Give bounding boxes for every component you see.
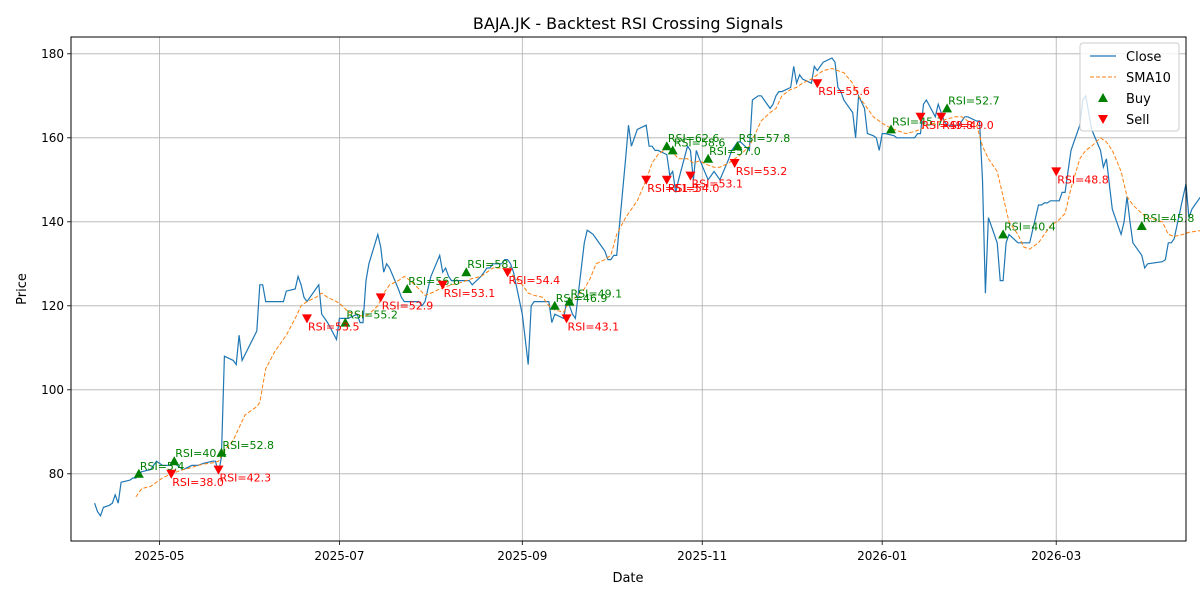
sell-marker — [685, 171, 696, 181]
x-tick-label: 2025-09 — [497, 549, 547, 563]
sell-marker — [661, 175, 672, 185]
legend-swatch-sell — [1098, 115, 1108, 124]
buy-label: RSI=45.7 — [892, 115, 944, 128]
buy-marker — [998, 229, 1009, 239]
sell-label: RSI=42.3 — [219, 472, 271, 485]
sell-marker — [915, 112, 926, 122]
buy-label: RSI=62.6 — [668, 132, 720, 145]
sell-label: RSI=51.5 — [647, 182, 699, 195]
sell-label: RSI=43.1 — [568, 320, 620, 333]
sell-marker — [936, 112, 947, 122]
buy-label: RSI=45.8 — [1143, 212, 1195, 225]
sell-label: RSI=53.5 — [308, 320, 360, 333]
sell-label: RSI=53.2 — [736, 165, 788, 178]
x-tick-label: 2025-07 — [314, 549, 364, 563]
x-tick-label: 2026-03 — [1031, 549, 1081, 563]
sell-label: RSI=55.6 — [818, 85, 870, 98]
buy-label: RSI=49.1 — [571, 288, 623, 301]
legend-label: Buy — [1126, 92, 1151, 107]
legend: Close SMA10 Buy Sell — [1079, 42, 1180, 132]
sell-marker — [1051, 167, 1062, 177]
sell-label: RSI=52.9 — [382, 299, 434, 312]
sell-marker — [375, 293, 386, 303]
sell-marker — [213, 465, 224, 475]
legend-swatch-buy — [1098, 93, 1108, 102]
buy-label: RSI=57.8 — [739, 132, 791, 145]
sell-label: RSI=48.8 — [1057, 173, 1109, 186]
sell-marker — [301, 314, 312, 324]
plot-area: RSI=5.4RSI=40.4RSI=52.8RSI=55.2RSI=56.6R… — [94, 57, 1200, 518]
buy-label: RSI=52.7 — [948, 94, 1000, 107]
x-tick-label: 2026-01 — [857, 549, 907, 563]
buy-label: RSI=58.6 — [674, 136, 726, 149]
buy-label: RSI=52.8 — [222, 439, 274, 452]
sell-label: RSI=49.8 — [922, 119, 974, 132]
buy-label: RSI=57.0 — [709, 145, 761, 158]
x-tick-label: 2025-11 — [677, 549, 727, 563]
sell-label: RSI=54.0 — [668, 182, 720, 195]
sell-label: RSI=54.4 — [509, 274, 561, 287]
sell-label: RSI=53.1 — [444, 287, 496, 300]
buy-marker — [703, 153, 714, 163]
buy-marker — [340, 317, 351, 327]
buy-marker — [169, 456, 180, 466]
buy-marker — [461, 267, 472, 277]
buy-marker — [133, 468, 144, 478]
x-axis: 2025-05 2025-07 2025-09 2025-11 2026-01 2026-… — [134, 541, 1081, 563]
y-tick-label: 80 — [49, 467, 64, 481]
buy-marker — [549, 300, 560, 310]
sell-marker — [812, 79, 823, 89]
buy-marker — [402, 284, 413, 293]
buy-label: RSI=40.4 — [175, 447, 227, 460]
y-tick-label: 100 — [41, 383, 64, 397]
y-axis-label: Price — [15, 273, 30, 305]
buy-marker — [216, 447, 227, 457]
buy-marker — [732, 141, 743, 151]
sell-marker — [641, 175, 652, 185]
grid — [71, 37, 1186, 541]
buy-label: RSI=56.6 — [408, 275, 460, 288]
x-tick-label: 2025-05 — [134, 549, 184, 563]
y-tick-label: 140 — [41, 215, 64, 229]
y-axis: 80 100 120 140 160 180 — [41, 47, 71, 481]
sell-label: RSI=53.1 — [691, 178, 743, 191]
buy-marker — [1136, 221, 1147, 230]
y-tick-label: 180 — [41, 47, 64, 61]
series-line-close — [94, 57, 1200, 518]
buy-label: RSI=58.1 — [467, 258, 519, 271]
buy-marker — [661, 141, 672, 151]
y-tick-label: 120 — [41, 299, 64, 313]
plot-frame — [70, 36, 1187, 542]
legend-label: SMA10 — [1126, 71, 1171, 86]
buy-marker — [667, 145, 678, 155]
chart-title: BAJA.JK - Backtest RSI Crossing Signals — [473, 14, 783, 33]
sell-label: RSI=38.0 — [172, 476, 224, 489]
legend-box — [1079, 42, 1180, 132]
buy-label: RSI=55.2 — [346, 309, 398, 322]
sell-marker — [437, 280, 448, 290]
sell-marker — [502, 268, 513, 278]
sell-marker — [166, 469, 177, 479]
legend-label: Close — [1126, 50, 1161, 65]
sell-marker — [729, 159, 740, 168]
legend-label: Sell — [1126, 113, 1149, 128]
buy-label: RSI=5.4 — [140, 460, 185, 473]
y-tick-label: 160 — [41, 131, 64, 145]
x-axis-label: Date — [612, 571, 643, 586]
buy-marker — [886, 124, 897, 134]
buy-marker — [942, 103, 953, 113]
buy-label: RSI=40.4 — [1004, 220, 1056, 233]
sell-label: RSI=49.0 — [942, 119, 994, 132]
buy-marker — [564, 296, 575, 306]
series-line-sma10 — [135, 67, 1200, 498]
sell-marker — [561, 314, 572, 324]
